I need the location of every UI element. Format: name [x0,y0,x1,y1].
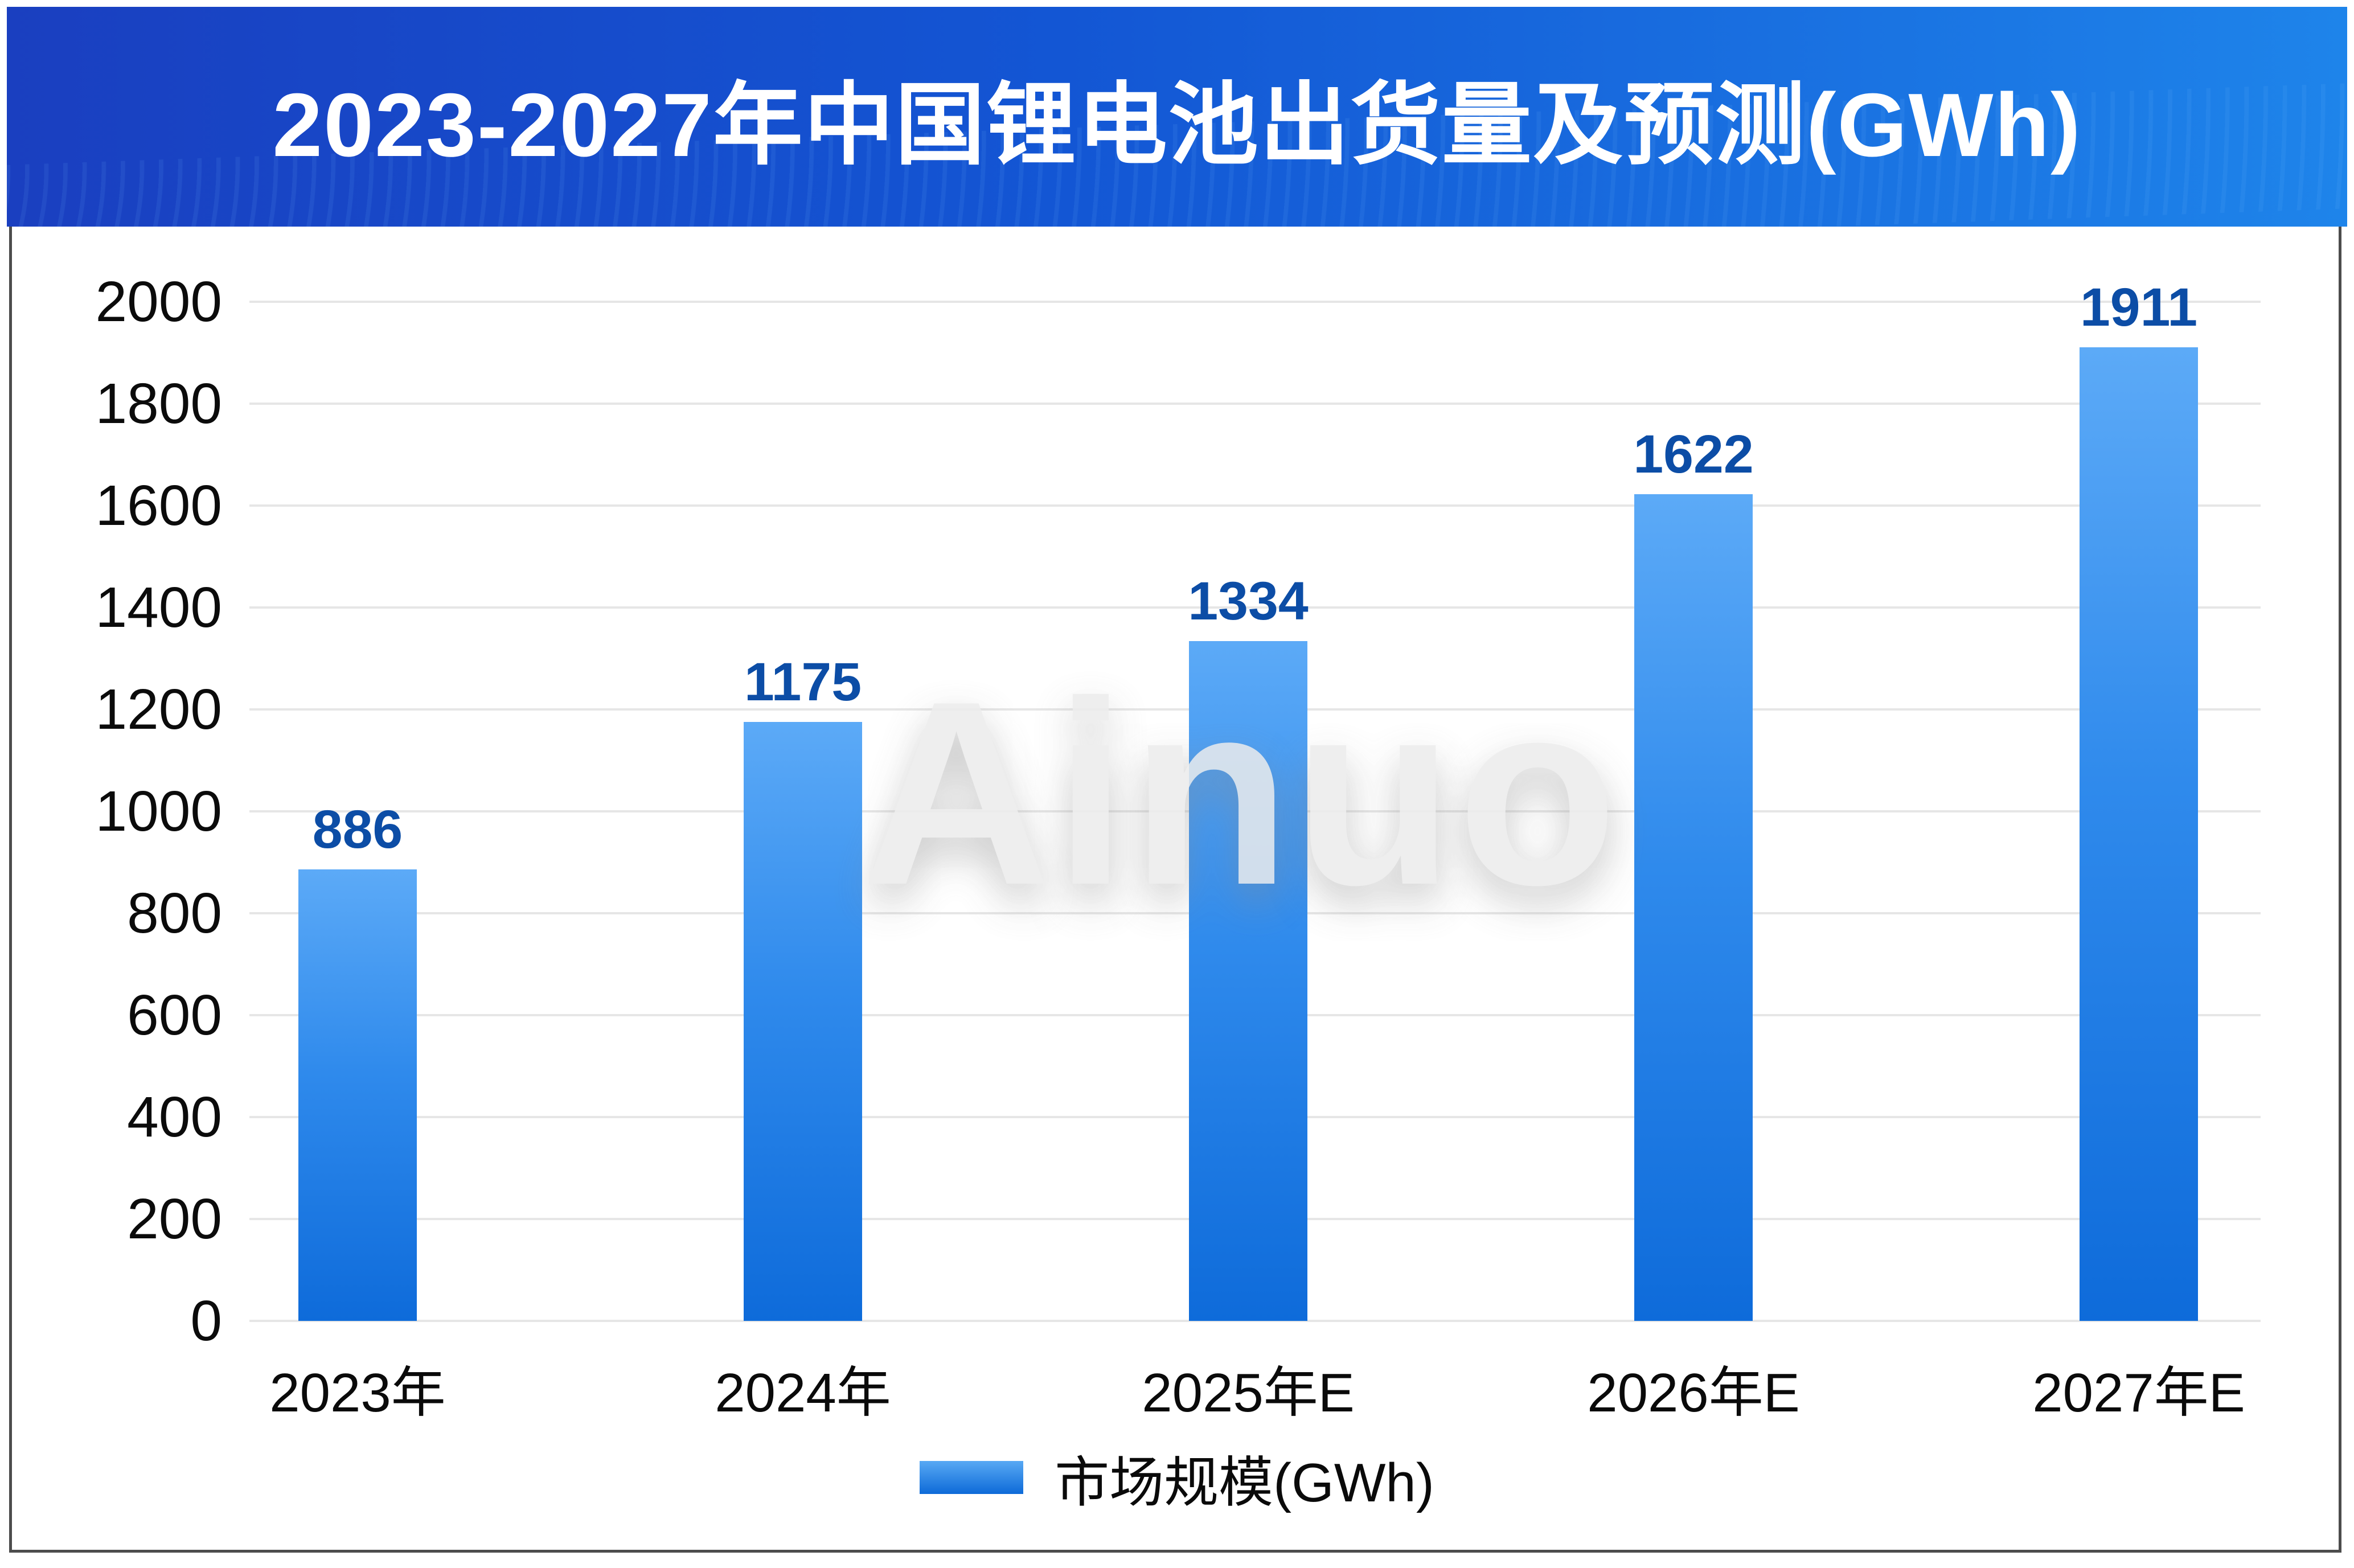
x-axis-tick-label-2027年E: 2027年E [2032,1362,2245,1423]
value-label-2025年E: 1334 [1188,571,1309,631]
x-axis-tick-label-2025年E: 2025年E [1142,1362,1355,1423]
legend: 市场规模(GWh) [0,1435,2354,1520]
value-label-2024年: 1175 [744,652,862,712]
gridline-y-1400 [249,606,2261,609]
y-axis-tick-label: 1600 [95,474,222,537]
y-axis-tick-label: 1000 [95,779,222,843]
header-banner: 2023-2027年中国锂电池出货量及预测(GWh) [7,7,2347,227]
y-axis-tick-label: 400 [127,1085,222,1149]
value-label-2026年E: 1622 [1633,424,1754,485]
y-axis-tick-label: 1200 [95,678,222,741]
y-axis-tick-label: 200 [127,1187,222,1251]
y-axis-tick-label: 600 [127,983,222,1047]
gridline-y-1800 [249,403,2261,405]
legend-swatch [920,1461,1024,1494]
bar-2024年 [744,722,862,1321]
bar-2025年E [1189,641,1307,1321]
y-axis-tick-label: 1800 [95,372,222,436]
value-label-2023年: 886 [312,799,403,860]
x-axis-tick-label-2023年: 2023年 [269,1362,446,1423]
value-label-2027年E: 1911 [2080,277,2198,338]
y-axis-tick-label: 1400 [95,576,222,639]
bar-2027年E [2080,347,2198,1321]
x-axis-tick-label-2026年E: 2026年E [1587,1362,1800,1423]
y-axis-tick-label: 2000 [95,270,222,334]
bar-2023年 [298,869,417,1321]
y-axis-tick-label: 800 [127,881,222,945]
gridline-y-0 [249,1320,2261,1322]
gridline-y-2000 [249,301,2261,303]
legend-label: 市场规模(GWh) [1055,1452,1434,1513]
x-axis-tick-label-2024年: 2024年 [715,1362,891,1423]
chart-title: 2023-2027年中国锂电池出货量及预测(GWh) [272,75,2082,175]
bar-2026年E [1634,494,1753,1321]
y-axis-tick-label: 0 [190,1289,222,1353]
gridline-y-1600 [249,504,2261,507]
